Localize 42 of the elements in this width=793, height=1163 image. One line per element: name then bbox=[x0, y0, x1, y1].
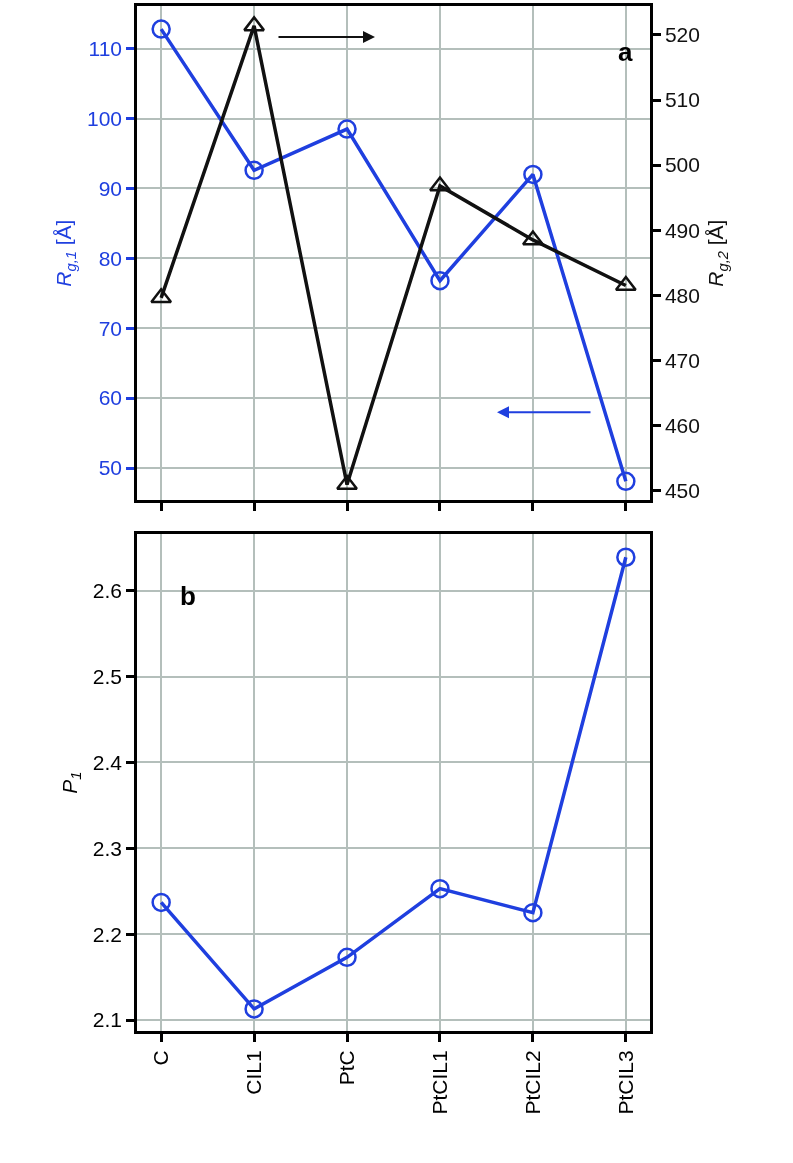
y2-tick-label: 450 bbox=[664, 478, 700, 502]
point bbox=[151, 892, 171, 913]
point bbox=[244, 160, 264, 181]
y-tick-label: 80 bbox=[98, 246, 123, 270]
y-tick-label: 60 bbox=[98, 386, 123, 410]
y-tick-label: 2.2 bbox=[92, 922, 123, 946]
y2-tick-label: 500 bbox=[664, 153, 700, 177]
y2-tick-label: 460 bbox=[664, 413, 700, 437]
y-tick-label: 100 bbox=[87, 106, 123, 130]
x-tick-label: PtC bbox=[334, 1050, 358, 1086]
y-tick-label: 70 bbox=[98, 316, 123, 340]
x-tick-label: PtCIL2 bbox=[520, 1050, 544, 1115]
x-tick-label: C bbox=[148, 1050, 172, 1066]
point bbox=[244, 999, 264, 1019]
point bbox=[151, 19, 171, 39]
y-tick-label: 2.3 bbox=[92, 836, 123, 860]
point bbox=[430, 270, 450, 291]
y2-tick-label: 510 bbox=[664, 88, 700, 112]
y2-tick-label: 470 bbox=[664, 348, 700, 372]
x-tick-label: CIL1 bbox=[241, 1050, 265, 1095]
x-tick-label: PtCIL3 bbox=[613, 1050, 637, 1115]
annotation: a bbox=[618, 37, 633, 67]
y-tick-label: 2.6 bbox=[92, 579, 123, 603]
y-tick-label: 110 bbox=[88, 37, 123, 61]
point bbox=[337, 119, 357, 139]
y-tick-label: 2.4 bbox=[92, 750, 123, 774]
y2-tick-label: 480 bbox=[664, 283, 700, 307]
y-tick-label: 2.1 bbox=[92, 1008, 123, 1032]
y-tick-label: 90 bbox=[98, 176, 123, 200]
y-tick-label: 50 bbox=[98, 456, 123, 480]
point bbox=[523, 164, 543, 185]
y-tick-label: 2.5 bbox=[92, 664, 123, 688]
x-tick-label: PtCIL1 bbox=[427, 1050, 451, 1115]
point bbox=[335, 474, 359, 491]
y2-tick-label: 520 bbox=[664, 23, 700, 47]
annotation: b bbox=[180, 581, 196, 611]
point bbox=[430, 878, 450, 899]
point bbox=[616, 471, 636, 492]
point bbox=[523, 902, 543, 923]
point bbox=[616, 547, 636, 567]
y2-tick-label: 490 bbox=[664, 218, 700, 242]
point bbox=[337, 947, 357, 968]
